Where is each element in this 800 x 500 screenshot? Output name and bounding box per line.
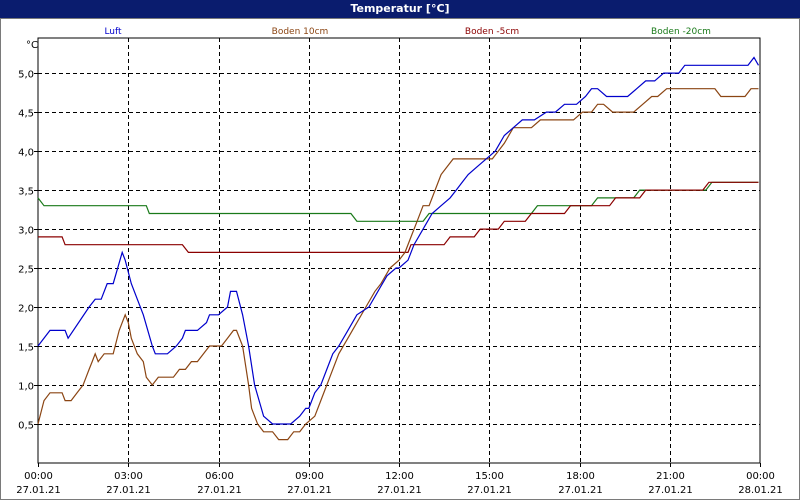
x-tick-date: 27.01.21 xyxy=(197,485,242,496)
x-tick-time: 00:00 xyxy=(24,471,53,482)
chart-title: Temperatur [°C] xyxy=(0,0,800,18)
x-tick-date: 27.01.21 xyxy=(287,485,332,496)
grid xyxy=(38,38,760,463)
series-line-boden-10cm xyxy=(37,88,759,441)
legend-entry: Boden -5cm xyxy=(465,27,519,37)
x-tick-time: 18:00 xyxy=(566,471,595,482)
legend-entry: Boden 10cm xyxy=(272,27,329,37)
y-tick-label: 2,5 xyxy=(18,265,34,276)
x-tick-date: 27.01.21 xyxy=(377,485,422,496)
y-tick-label: 2,0 xyxy=(18,304,34,315)
x-tick-time: 21:00 xyxy=(656,471,685,482)
x-tick-date: 28.01.21 xyxy=(738,485,783,496)
x-tick-time: 06:00 xyxy=(205,471,234,482)
y-tick-label: 3,5 xyxy=(18,187,34,198)
x-tick-time: 03:00 xyxy=(114,471,143,482)
legend-entry: Boden -20cm xyxy=(651,27,711,37)
y-tick-label: 1,5 xyxy=(18,343,34,354)
x-tick-time: 12:00 xyxy=(385,471,414,482)
series-line-luft xyxy=(37,56,760,425)
x-tick-date: 27.01.21 xyxy=(558,485,603,496)
x-tick-date: 27.01.21 xyxy=(106,485,151,496)
y-tick-label: 5,0 xyxy=(18,70,34,81)
legend-entry: Luft xyxy=(104,27,122,37)
y-tick-label: 4,5 xyxy=(18,109,34,120)
x-tick-time: 09:00 xyxy=(295,471,324,482)
x-tick-date: 27.01.21 xyxy=(467,485,512,496)
x-tick-date: 27.01.21 xyxy=(648,485,693,496)
y-axis-label: °C xyxy=(26,40,38,51)
y-tick-label: 4,0 xyxy=(18,148,34,159)
x-tick-time: 15:00 xyxy=(475,471,504,482)
x-tick-date: 27.01.21 xyxy=(16,485,61,496)
y-tick-label: 1,0 xyxy=(18,382,34,393)
x-tick-labels: 00:00 27.01.21 03:00 27.01.21 06:00 27.01.21 0… xyxy=(16,463,783,496)
series-line-boden-5cm xyxy=(38,181,759,253)
series-lines xyxy=(37,56,760,441)
y-tick-labels: 0,5 1,0 1,5 2,0 2,5 3,0 3,5 4,0 4,5 5,0 xyxy=(18,70,38,432)
y-tick-label: 0,5 xyxy=(18,421,34,432)
legend: Luft Boden 10cm Boden -5cm Boden -20cm xyxy=(104,27,711,37)
y-tick-label: 3,0 xyxy=(18,226,34,237)
series-line-boden-20cm xyxy=(37,181,759,222)
x-tick-time: 00:00 xyxy=(746,471,775,482)
